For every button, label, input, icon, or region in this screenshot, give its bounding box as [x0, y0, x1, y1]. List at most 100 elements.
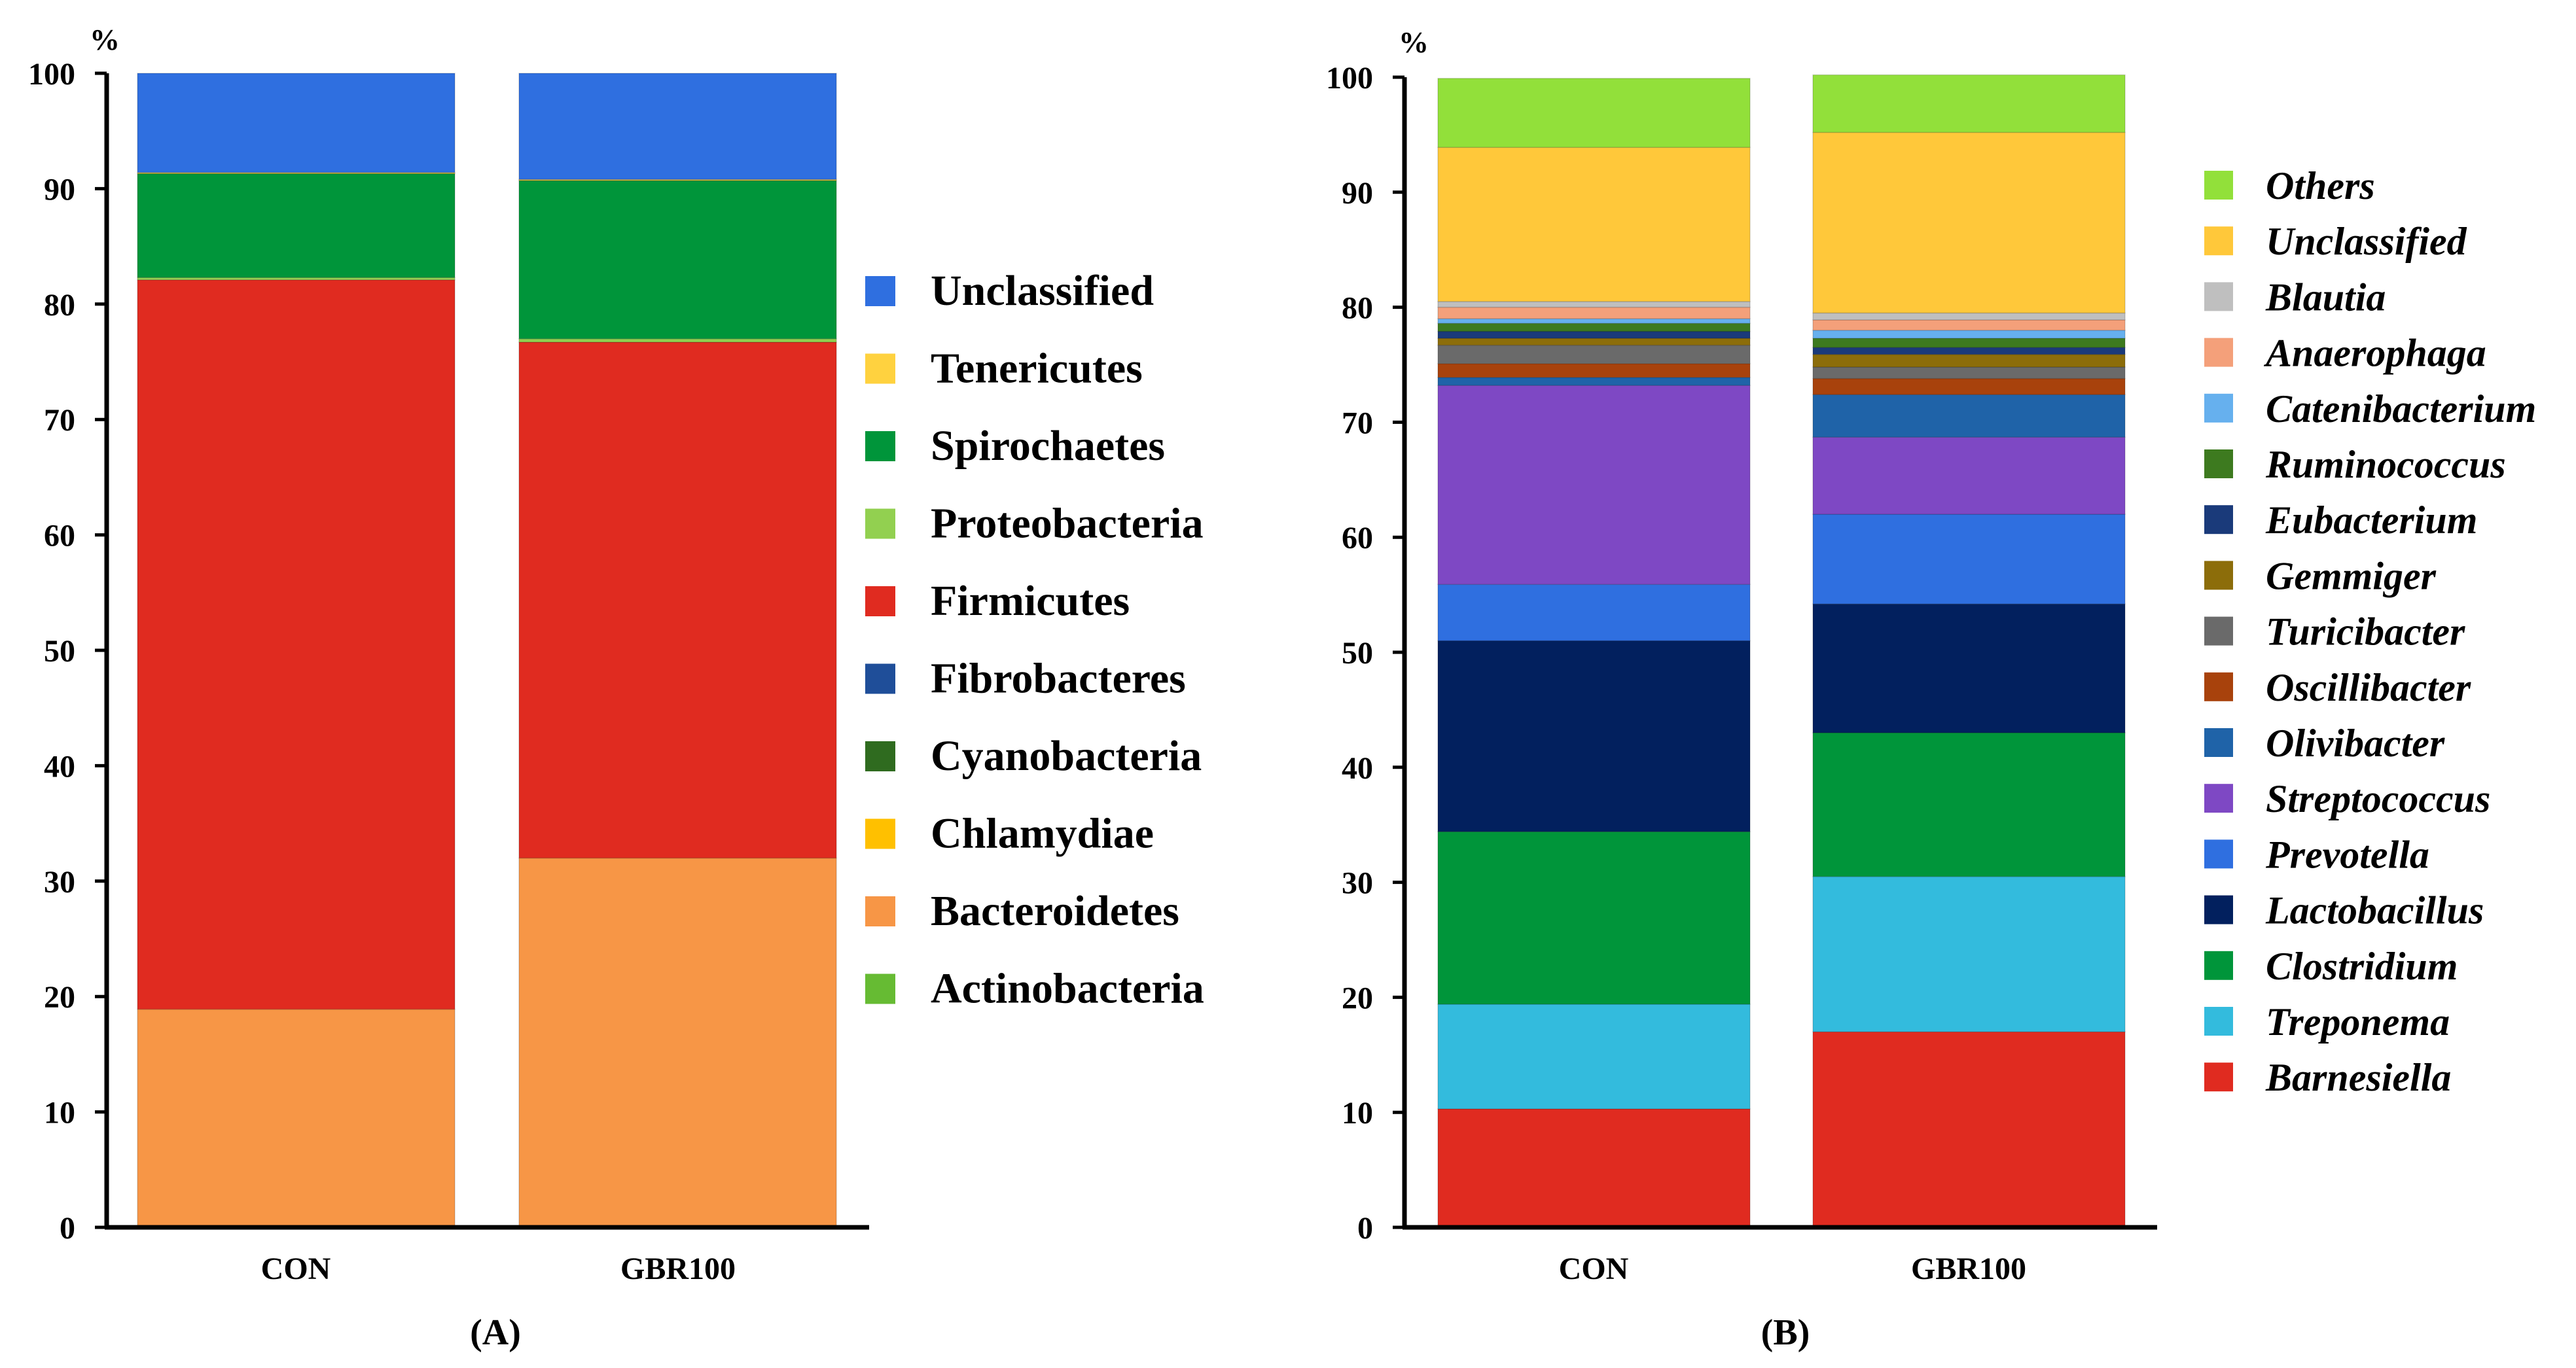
- panel-a-y-tick-label: 20: [44, 980, 75, 1015]
- panel-b-legend-swatch-gemmiger: [2204, 561, 2233, 590]
- panel-a-legend-label-firmicutes: Firmicutes: [931, 577, 1130, 625]
- panel-b-y-tick-label: 50: [1342, 636, 1373, 671]
- panel-a-bar-con-tenericutes: [137, 171, 456, 175]
- panel-b-bar-con-prevotella: [1437, 584, 1751, 642]
- panel-a-bar-gbr100-unclassified: [518, 73, 837, 181]
- panel-a-y-tick-label: 80: [44, 288, 75, 323]
- panel-b-legend-swatch-barnesiella: [2204, 1062, 2233, 1092]
- panel-a-bar-con-bacteroidetes: [137, 1008, 456, 1228]
- panel-b-bar-con-turicibacter: [1437, 344, 1751, 364]
- panel-b-bar-con-olivibacter: [1437, 377, 1751, 386]
- panel-b-legend-swatch-clostridium: [2204, 951, 2233, 980]
- panel-b-legend-label-turicibacter: Turicibacter: [2266, 610, 2465, 654]
- panel-a-y-tick-label: 30: [44, 865, 75, 900]
- panel-b-legend-label-catenibacterium: Catenibacterium: [2266, 387, 2536, 430]
- panel-a-legend-swatch-spirochaetes: [865, 431, 895, 461]
- panel-a-label: (A): [470, 1312, 521, 1353]
- panel-a-legend-swatch-tenericutes: [865, 353, 895, 384]
- panel-b-legend-label-unclassified: Unclassified: [2266, 220, 2467, 263]
- panel-b-bar-gbr100-unclassified: [1812, 132, 2126, 314]
- panel-a-legend-swatch-proteobacteria: [865, 508, 895, 539]
- panel-a-legend-swatch-unclassified: [865, 276, 895, 306]
- panel-b-legend-swatch-streptococcus: [2204, 784, 2233, 813]
- panel-b-bar-con-clostridium: [1437, 831, 1751, 1005]
- panel-b-legend-swatch-turicibacter: [2204, 616, 2233, 646]
- panel-a-legend-label-tenericutes: Tenericutes: [931, 345, 1143, 393]
- panel-a-bar-con-unclassified: [137, 73, 456, 173]
- panel-a-bar-con-firmicutes: [137, 279, 456, 1010]
- panel-a-legend-swatch-fibrobacteres: [865, 663, 895, 694]
- panel-a-legend-swatch-chlamydiae: [865, 818, 895, 849]
- panel-b-bar-gbr100-gemmiger: [1812, 353, 2126, 368]
- panel-b-bar-con-barnesiella: [1437, 1108, 1751, 1228]
- panel-b-bar-con-treponema: [1437, 1004, 1751, 1110]
- panel-b-legend-label-barnesiella: Barnesiella: [2265, 1056, 2451, 1099]
- panel-b-bar-con-unclassified: [1437, 147, 1751, 302]
- panel-b-legend-label-oscillibacter: Oscillibacter: [2266, 666, 2471, 709]
- panel-a-y-tick-label: 0: [60, 1211, 75, 1246]
- panel-b-y-ticks: 0 10 20 30 40 50 60 70 80 90 100: [1326, 61, 1404, 1246]
- panel-b-y-tick-label: 70: [1342, 406, 1373, 440]
- panel-b-bar-con-catenibacterium: [1437, 318, 1751, 324]
- panel-a-y-tick-label: 70: [44, 403, 75, 438]
- panel-b-legend-label-lactobacillus: Lactobacillus: [2265, 889, 2484, 932]
- panel-b-legend-swatch-others: [2204, 171, 2233, 200]
- panel-b-legend-swatch-olivibacter: [2204, 728, 2233, 757]
- panel-a-y-tick-label: 10: [44, 1096, 75, 1131]
- panel-b-legend-swatch-anaerophaga: [2204, 338, 2233, 367]
- panel-b-bar-gbr100-barnesiella: [1812, 1031, 2126, 1228]
- panel-b-y-tick-label: 30: [1342, 866, 1373, 901]
- panel-a-y-tick-label: 100: [28, 57, 75, 92]
- panel-b-legend-label-anaerophaga: Anaerophaga: [2263, 332, 2486, 375]
- panel-a-legend-label-cyanobacteria: Cyanobacteria: [931, 732, 1202, 780]
- panel-a-legend: Unclassified Tenericutes Spirochaetes Prote…: [865, 267, 1204, 1013]
- panel-a-bar-gbr100-firmicutes: [518, 342, 837, 859]
- panel-b-legend-label-gemmiger: Gemmiger: [2266, 554, 2437, 597]
- panel-a-legend-label-spirochaetes: Spirochaetes: [931, 422, 1165, 470]
- panel-b-legend-label-treponema: Treponema: [2266, 1000, 2450, 1044]
- panel-b-y-tick-label: 100: [1326, 61, 1373, 96]
- panel-a-legend-label-actinobacteria: Actinobacteria: [931, 965, 1204, 1013]
- panel-b-bars: [1437, 74, 2126, 1228]
- panel-b-bar-con-blautia: [1437, 301, 1751, 308]
- panel-b-bar-gbr100-treponema: [1812, 876, 2126, 1032]
- panel-b-bar-gbr100-others: [1812, 74, 2126, 133]
- panel-b-legend: Others Unclassified Blautia Anaerophaga Cate…: [2204, 164, 2536, 1099]
- panel-b-bar-con-others: [1437, 78, 1751, 148]
- panel-a-x-label-gbr100: GBR100: [620, 1252, 736, 1286]
- panel-b-y-tick-label: 10: [1342, 1096, 1373, 1131]
- panel-a-x-label-con: CON: [261, 1252, 331, 1286]
- panel-a-legend-swatch-actinobacteria: [865, 973, 895, 1004]
- panel-b-legend-label-prevotella: Prevotella: [2265, 833, 2429, 876]
- panel-b-bar-gbr100-olivibacter: [1812, 394, 2126, 438]
- panel-a-y-unit: %: [90, 23, 120, 56]
- panel-b-legend-label-others: Others: [2266, 164, 2375, 207]
- panel-b-y-tick-label: 90: [1342, 176, 1373, 211]
- panel-b-legend-swatch-lactobacillus: [2204, 895, 2233, 924]
- panel-b-bar-con-lactobacillus: [1437, 640, 1751, 832]
- panel-a-y-tick-label: 40: [44, 749, 75, 784]
- panel-a-legend-swatch-cyanobacteria: [865, 741, 895, 771]
- panel-a-legend-label-chlamydiae: Chlamydiae: [931, 810, 1154, 858]
- panel-b-y-tick-label: 0: [1357, 1211, 1373, 1246]
- panel-b-bar-gbr100-lactobacillus: [1812, 603, 2126, 733]
- panel-b-bar-gbr100-blautia: [1812, 312, 2126, 321]
- panel-b-bar-gbr100-streptococcus: [1812, 436, 2126, 515]
- panel-b-legend-swatch-ruminococcus: [2204, 449, 2233, 478]
- panel-b-bar-gbr100-anaerophaga: [1812, 319, 2126, 331]
- panel-b-legend-label-eubacterium: Eubacterium: [2265, 499, 2477, 542]
- panel-b-legend-swatch-oscillibacter: [2204, 672, 2233, 701]
- panel-b-legend-swatch-catenibacterium: [2204, 393, 2233, 423]
- panel-a-legend-label-proteobacteria: Proteobacteria: [931, 500, 1204, 548]
- panel-b-legend-swatch-treponema: [2204, 1007, 2233, 1036]
- panel-b-bar-gbr100-turicibacter: [1812, 366, 2126, 379]
- panel-a-y-tick-label: 60: [44, 519, 75, 553]
- panel-a-bar-gbr100-bacteroidetes: [518, 857, 837, 1228]
- panel-b-y-tick-label: 60: [1342, 521, 1373, 555]
- panel-b-bar-gbr100-oscillibacter: [1812, 377, 2126, 395]
- panel-a-bar-gbr100-proteobacteria: [518, 338, 837, 343]
- panel-a-legend-label-unclassified: Unclassified: [931, 267, 1154, 315]
- panel-b-y-tick-label: 40: [1342, 751, 1373, 786]
